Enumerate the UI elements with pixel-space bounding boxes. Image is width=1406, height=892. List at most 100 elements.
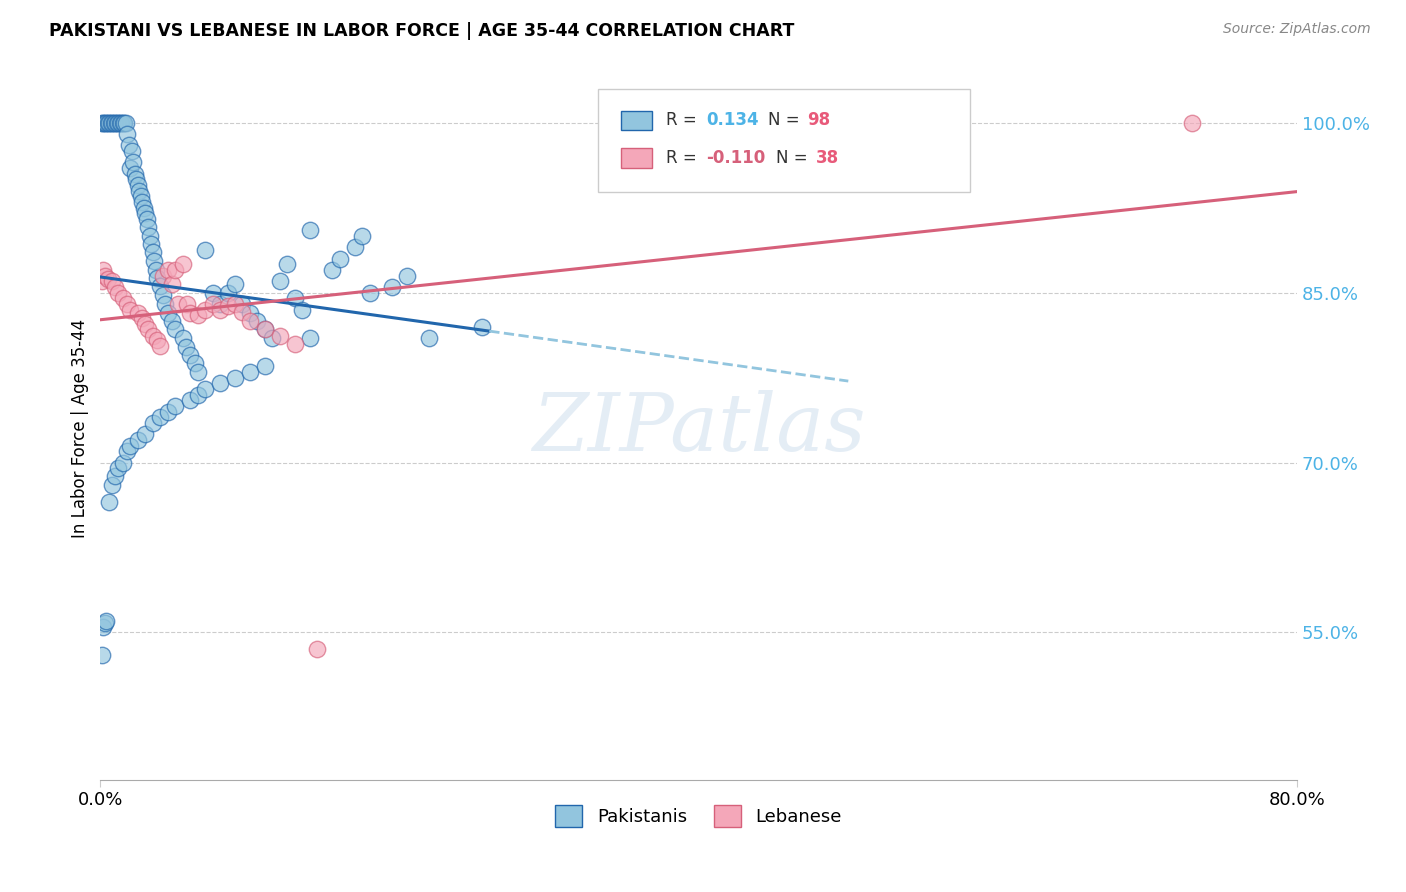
Point <box>111 116 134 130</box>
Point <box>253 359 276 374</box>
Point <box>153 297 176 311</box>
Point <box>117 297 139 311</box>
Point <box>101 116 124 130</box>
Point <box>124 167 146 181</box>
Point <box>152 288 174 302</box>
Point <box>187 387 209 401</box>
Point <box>176 297 198 311</box>
Point <box>253 322 276 336</box>
Point <box>98 495 121 509</box>
Point <box>156 263 179 277</box>
Point <box>127 178 149 192</box>
Point <box>321 263 343 277</box>
Point <box>172 257 194 271</box>
Point <box>224 297 246 311</box>
Point <box>298 223 321 237</box>
Point <box>418 331 440 345</box>
Point <box>239 365 262 379</box>
Point <box>224 277 246 291</box>
Point <box>120 302 142 317</box>
Point <box>284 336 307 351</box>
Point <box>298 331 321 345</box>
Point <box>107 285 129 300</box>
Point <box>127 433 149 447</box>
Text: 0.134: 0.134 <box>706 112 758 129</box>
Point <box>146 333 169 347</box>
Point <box>135 212 157 227</box>
Text: 38: 38 <box>815 149 838 167</box>
Point <box>101 274 124 288</box>
Point <box>194 382 217 396</box>
Point <box>167 297 190 311</box>
Point <box>134 427 156 442</box>
Point <box>105 116 128 130</box>
Point <box>208 302 231 317</box>
Text: PAKISTANI VS LEBANESE IN LABOR FORCE | AGE 35-44 CORRELATION CHART: PAKISTANI VS LEBANESE IN LABOR FORCE | A… <box>49 22 794 40</box>
Point <box>160 277 183 291</box>
Point <box>98 116 121 130</box>
Point <box>97 272 120 286</box>
Point <box>179 393 201 408</box>
Point <box>96 116 118 130</box>
Point <box>239 314 262 328</box>
Point <box>291 302 314 317</box>
Point <box>165 322 187 336</box>
Point <box>246 314 269 328</box>
Point <box>160 314 183 328</box>
Text: Source: ZipAtlas.com: Source: ZipAtlas.com <box>1223 22 1371 37</box>
Point <box>284 291 307 305</box>
Point <box>217 299 239 313</box>
Legend: Pakistanis, Lebanese: Pakistanis, Lebanese <box>548 797 849 834</box>
Point <box>107 116 129 130</box>
Point <box>194 243 217 257</box>
Point <box>142 328 165 343</box>
Point <box>93 116 115 130</box>
Point <box>269 328 291 343</box>
Point <box>174 340 197 354</box>
Point <box>307 642 329 657</box>
Point <box>114 116 136 130</box>
Point <box>224 370 246 384</box>
Text: N =: N = <box>768 112 804 129</box>
Point <box>201 297 224 311</box>
Point <box>156 404 179 418</box>
Point <box>94 116 117 130</box>
Point <box>93 263 115 277</box>
Point <box>269 274 291 288</box>
Point <box>183 356 205 370</box>
Point <box>108 116 131 130</box>
Point <box>134 318 156 332</box>
Point <box>118 138 141 153</box>
Point <box>131 310 153 325</box>
Point <box>239 306 262 320</box>
Point <box>120 161 142 175</box>
Point <box>131 194 153 209</box>
Point <box>142 244 165 259</box>
Point <box>156 306 179 320</box>
Point <box>132 201 155 215</box>
Point <box>152 268 174 283</box>
Point <box>111 291 134 305</box>
Y-axis label: In Labor Force | Age 35-44: In Labor Force | Age 35-44 <box>72 319 89 538</box>
Point <box>208 376 231 391</box>
Point <box>128 184 150 198</box>
Point <box>94 616 117 631</box>
Point <box>187 308 209 322</box>
Point <box>179 306 201 320</box>
Point <box>134 206 156 220</box>
Point <box>231 297 253 311</box>
Point <box>262 331 284 345</box>
Point <box>187 365 209 379</box>
Point <box>208 297 231 311</box>
Text: 98: 98 <box>807 112 830 129</box>
Point <box>141 236 163 251</box>
Point <box>121 144 143 158</box>
Text: N =: N = <box>776 149 813 167</box>
Point <box>359 285 381 300</box>
Point <box>471 319 494 334</box>
Point <box>231 305 253 319</box>
Point <box>136 219 159 234</box>
Point <box>352 229 374 244</box>
Point <box>117 127 139 141</box>
Point <box>149 410 172 425</box>
